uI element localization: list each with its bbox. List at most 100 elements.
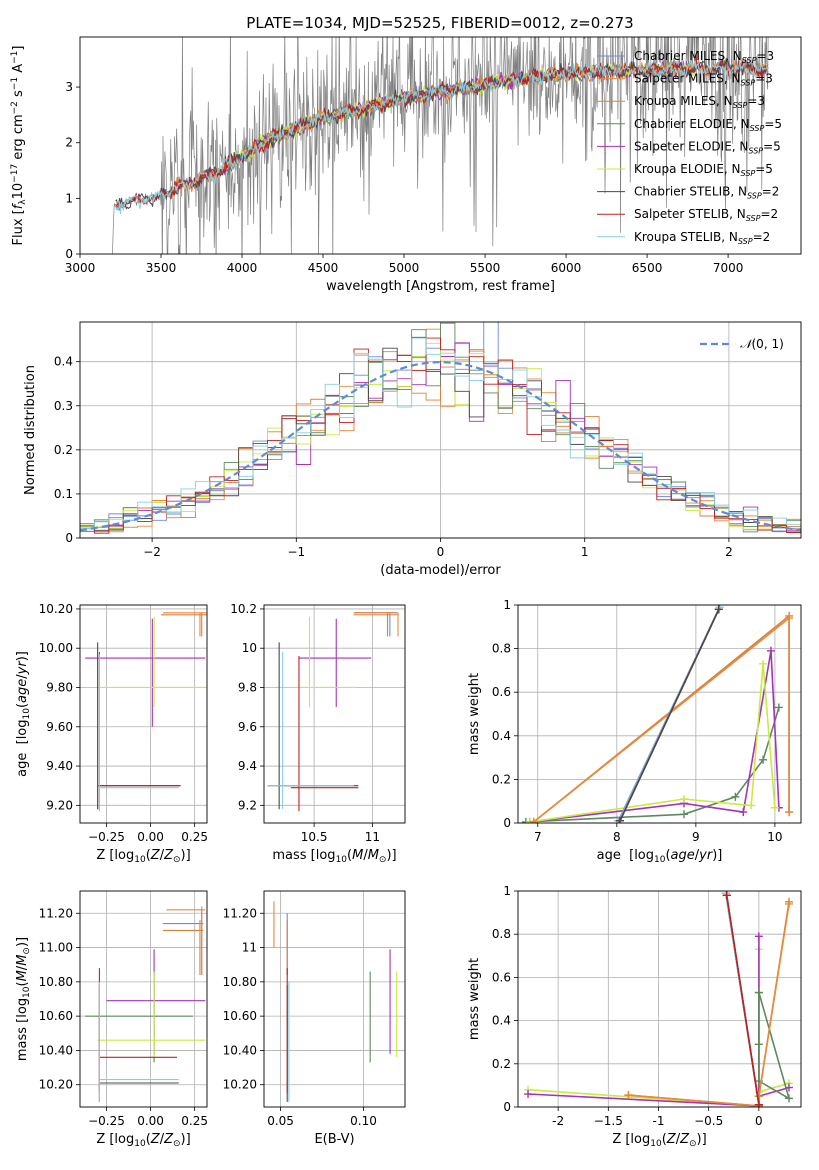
y-tick-label: 1 — [503, 884, 511, 898]
y-tick-label: 10.20 — [39, 602, 73, 616]
y-tick-label: 10.60 — [39, 1009, 73, 1023]
x-axis-label: Z [log10(Z/Z⊙)] — [612, 1132, 706, 1149]
y-tick-label: 10.2 — [230, 602, 257, 616]
y-tick-label: 9.8 — [238, 680, 257, 694]
y-tick-label: 10.80 — [223, 975, 257, 989]
y-axis-label: mass [log10(M/M⊙)] — [15, 937, 32, 1061]
x-tick-label: -1 — [653, 1114, 665, 1128]
x-tick-label: 0 — [755, 1114, 763, 1128]
weight-line-5 — [527, 949, 790, 1107]
weight-marker-5 — [770, 803, 779, 812]
legend-label: Salpeter MILES, NSSP=3 — [634, 72, 773, 88]
weight-marker-3 — [754, 1040, 763, 1049]
weight-marker-1 — [624, 1091, 633, 1100]
y-tick-label: 9.40 — [46, 759, 73, 773]
panel-weight_vs_age: 7 8 9 10 0 0.2 0.4 0.6 0.8 1 age [log10(age/yr)] ma… — [467, 598, 802, 865]
histogram-6 — [80, 336, 801, 531]
x-tick-label: 0.10 — [350, 1114, 377, 1128]
normal-reference-line — [80, 360, 801, 532]
weight-line-4 — [529, 650, 780, 823]
weight-marker-5 — [759, 659, 768, 668]
x-axis-label: age [log10(age/yr)] — [597, 848, 723, 865]
x-tick-label: 6500 — [632, 261, 663, 275]
legend-label: Kroupa ELODIE, NSSP=5 — [634, 162, 773, 178]
panel-weight_vs_Z: -2 −1.5 -1 −0.5 0 0 0.2 0.4 0.6 0.8 1 Z [log10(Z/Z⊙… — [467, 884, 802, 1149]
weight-marker-7 — [754, 1100, 763, 1107]
y-tick-label: 0.2 — [54, 443, 73, 457]
weight-marker-5 — [747, 801, 756, 810]
plot-area — [80, 322, 801, 534]
legend-label: Chabrier MILES, NSSP=3 — [634, 49, 774, 65]
weight-marker-4 — [739, 808, 748, 817]
x-tick-label: 10.5 — [301, 830, 328, 844]
x-tick-label: −0.25 — [88, 830, 125, 844]
x-tick-label: −0.5 — [694, 1114, 723, 1128]
y-tick-label: 9.6 — [238, 720, 257, 734]
plot-area — [273, 901, 398, 1102]
legend-label: Salpeter STELIB, NSSP=2 — [634, 207, 778, 223]
weight-marker-1 — [529, 817, 538, 823]
x-tick-label: 3500 — [146, 261, 177, 275]
x-tick-label: 10 — [767, 830, 782, 844]
x-axis-label: mass [log10(M/M⊙)] — [272, 848, 396, 865]
weight-marker-5 — [680, 795, 689, 804]
weight-marker-3 — [680, 810, 689, 819]
plot-area — [112, 37, 769, 254]
plot-area — [85, 612, 207, 812]
y-axis-label: Flux [fλ10−17 erg cm−2 s−1 A−1] — [10, 46, 28, 246]
x-tick-label: 2 — [725, 545, 733, 559]
weight-marker-4 — [766, 646, 775, 655]
y-tick-label: 1 — [503, 598, 511, 612]
y-tick-label: 0 — [503, 816, 511, 830]
panel-age_vs_Z: −0.25 0.00 0.25 9.20 9.40 9.60 9.80 10.00 10.20 Z… — [15, 602, 208, 865]
plot-area — [524, 891, 793, 1107]
x-tick-label: 1 — [581, 545, 589, 559]
model-spectrum-8 — [115, 60, 769, 214]
y-tick-label: 0.3 — [54, 399, 73, 413]
weight-marker-3 — [784, 1094, 793, 1103]
x-tick-label: 6000 — [551, 261, 582, 275]
histogram-8 — [80, 337, 801, 529]
plot-area — [85, 906, 206, 1102]
y-tick-label: 0.8 — [492, 927, 511, 941]
y-axis-label: mass weight — [467, 673, 482, 755]
y-tick-label: 0.2 — [492, 1057, 511, 1071]
x-tick-label: 5000 — [389, 261, 420, 275]
y-tick-label: 0 — [503, 1100, 511, 1114]
legend-label: Kroupa STELIB, NSSP=2 — [634, 230, 770, 246]
axes-frame — [263, 890, 406, 1108]
plot-area — [521, 605, 794, 823]
y-tick-label: 0.8 — [492, 642, 511, 656]
axes-frame — [517, 604, 802, 824]
y-tick-label: 9.80 — [46, 680, 73, 694]
plot-area — [267, 612, 399, 812]
x-tick-label: -2 — [552, 1114, 564, 1128]
weight-marker-1 — [785, 614, 794, 623]
panel-residuals: −2 −1 0 1 2 0 0.1 0.2 0.3 0.4 (data-model)/error No… — [23, 321, 802, 578]
x-tick-label: −1.5 — [594, 1114, 623, 1128]
x-tick-label: 4000 — [227, 261, 258, 275]
y-tick-label: 10.20 — [223, 1078, 257, 1092]
legend-label: Chabrier ELODIE, NSSP=5 — [634, 117, 782, 133]
weight-line-6 — [619, 609, 720, 822]
legend-label: Chabrier STELIB, NSSP=2 — [634, 185, 779, 201]
weight-marker-7 — [722, 891, 731, 900]
weight-marker-1 — [785, 808, 794, 817]
y-tick-label: 0.2 — [492, 772, 511, 786]
x-tick-label: 11 — [365, 830, 380, 844]
y-tick-label: 0.1 — [54, 487, 73, 501]
y-tick-label: 10.00 — [39, 641, 73, 655]
y-tick-label: 10.20 — [39, 1078, 73, 1092]
y-axis-label: Normed distribution — [23, 365, 38, 495]
x-tick-label: 0 — [437, 545, 445, 559]
y-axis-label: mass weight — [467, 958, 482, 1040]
axes-frame — [79, 890, 208, 1108]
y-tick-label: 1 — [65, 191, 73, 205]
weight-marker-3 — [759, 755, 768, 764]
histogram-4 — [80, 342, 801, 532]
observed-spectrum-line — [112, 37, 769, 254]
y-tick-label: 10.60 — [223, 1009, 257, 1023]
panel-mass_vs_Z: −0.25 0.00 0.25 10.20 10.40 10.60 10.80 11.00 11… — [15, 890, 208, 1149]
y-tick-label: 0 — [65, 247, 73, 261]
